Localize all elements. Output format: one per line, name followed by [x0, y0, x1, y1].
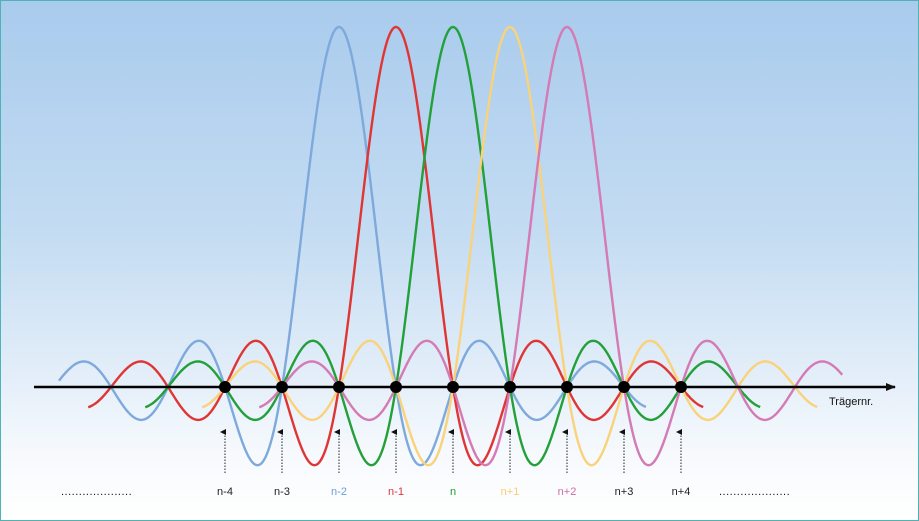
curve-sinc-n-2: [58, 25, 647, 467]
carrier-point: [675, 381, 687, 393]
carrier-points: [219, 381, 687, 393]
carrier-label: n-4: [217, 486, 233, 498]
carrier-point: [390, 381, 402, 393]
carrier-label: n+4: [672, 486, 691, 498]
curve-sinc-n: [144, 25, 761, 467]
axis-label: Trägernr.: [829, 396, 873, 408]
dots-left: ....................: [61, 486, 132, 498]
carrier-labels: n-4 n-3 n-2 n-1 n n+1 n+2 n+3 n+4: [217, 486, 690, 498]
carrier-label: n+2: [558, 486, 577, 498]
carrier-point: [219, 381, 231, 393]
carrier-point: [276, 381, 288, 393]
curve-sinc-n+1: [201, 25, 818, 467]
carrier-label: n-3: [274, 486, 290, 498]
carrier-label: n-2: [331, 486, 347, 498]
carrier-point: [447, 381, 459, 393]
dots-right: ....................: [719, 486, 790, 498]
carrier-label: n-1: [388, 486, 404, 498]
carrier-point: [333, 381, 345, 393]
carrier-label: n+3: [615, 486, 634, 498]
curve-sinc-n-1: [87, 25, 704, 467]
carrier-arrows: [220, 429, 682, 473]
subcarrier-curves: [58, 25, 844, 467]
carrier-label: n+1: [501, 486, 520, 498]
carrier-point: [561, 381, 573, 393]
carrier-point: [504, 381, 516, 393]
carrier-point: [618, 381, 630, 393]
carrier-label: n: [450, 486, 456, 498]
curve-sinc-n+2: [258, 25, 844, 467]
